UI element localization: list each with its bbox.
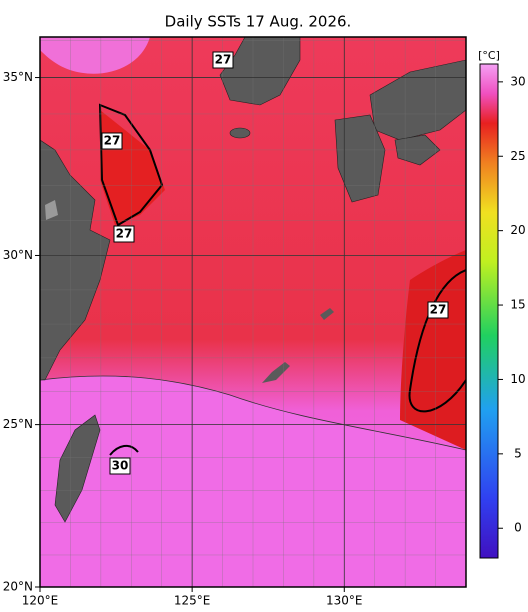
colorbar-tick-label: 25 [510,149,525,163]
graticule [40,37,466,587]
contour-label-box [109,457,131,475]
map-area [40,37,466,587]
colorbar-tick-label: 20 [510,223,525,237]
land [320,308,334,320]
contour-label-box [101,132,123,150]
colorbar [479,63,499,559]
cool-water [40,37,150,74]
contour-label: 30 [112,459,129,473]
colorbar-tick-label: 0 [514,521,522,535]
colorbar-unit: [°C] [478,49,500,62]
map-frame [39,36,467,588]
colorbar-tick-label: 10 [510,372,525,386]
contour-27 [98,103,164,227]
contour-label: 27 [430,303,447,317]
land [369,59,466,141]
y-tick-label: 25°N [3,417,33,431]
land [54,414,101,523]
colorbar-tick-label: 5 [514,446,522,460]
land [334,114,386,203]
contour-label-box [212,51,234,69]
y-tick-label: 35°N [3,70,33,84]
land [229,127,251,139]
x-tick-label: 120°E [22,594,59,608]
contour-label: 27 [116,227,133,241]
contour-label-box [427,301,449,319]
contour-line [40,375,466,451]
contour-label: 27 [215,53,232,67]
y-tick-label: 20°N [3,580,33,594]
land [262,362,290,383]
map-title: Daily SSTs 17 Aug. 2026. [165,13,352,31]
y-tick-label: 30°N [3,248,33,262]
land [40,139,111,381]
x-tick-label: 125°E [174,594,211,608]
contour-27 [408,269,466,413]
contour-30 [109,444,139,456]
contour-label: 27 [104,134,121,148]
colorbar-tick-label: 15 [510,298,525,312]
land [45,200,58,220]
contour-label-box [113,225,135,243]
colorbar-tick-label: 30 [510,74,525,88]
x-tick-label: 130°E [326,594,363,608]
